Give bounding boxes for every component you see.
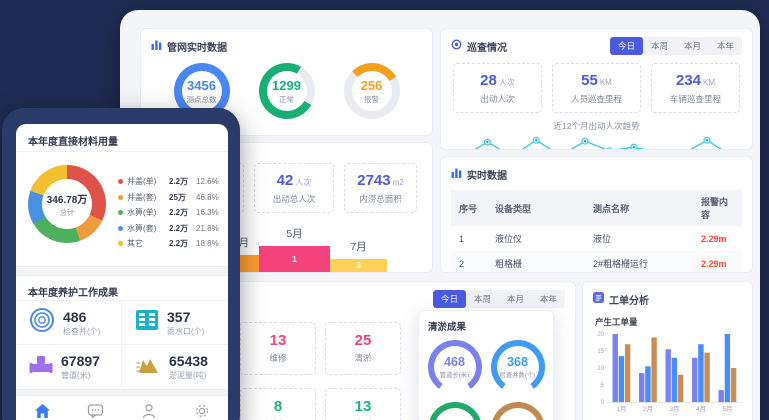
stat-box-dredge: 13 清淤 — [325, 388, 401, 420]
legend-item: 井盖(单) 2.2万 12.6% — [118, 174, 219, 190]
maintenance-results-title: 本年度养护工作成果 — [28, 288, 118, 299]
home-icon — [35, 404, 50, 418]
gauge-brown — [490, 402, 545, 420]
ring-alarm: 256 报警 — [343, 63, 400, 119]
tab-year[interactable]: 本年 — [716, 41, 734, 51]
material-donut-chart: 346.78万 总计 — [28, 165, 106, 243]
stat-box-dredge: 25 清淤 — [325, 322, 401, 375]
tab-month[interactable]: 本月 — [683, 41, 701, 51]
stat-box-vehicle-km: 234 KM 车辆巡查里程 — [651, 63, 740, 113]
user-icon — [142, 404, 155, 419]
table-header-row: 序号 设备类型 测点名称 报警内容 — [451, 190, 742, 226]
tab-today[interactable]: 今日 — [609, 37, 643, 55]
manhole-icon — [29, 307, 55, 338]
tab-week[interactable]: 本周 — [650, 41, 668, 51]
stat-box-flood-area: 2743 m2 内涝总面积 — [344, 163, 417, 213]
workorder-bar-chart: 0 5 10 15 20 1月 2月 3月 4月 5月 — [591, 330, 752, 420]
chat-icon — [87, 404, 104, 419]
ring-total-points: 3456 测点总数 — [173, 63, 230, 119]
svg-text:4月: 4月 — [696, 405, 706, 413]
svg-text:2月: 2月 — [643, 405, 653, 413]
stat-manhole: 486 检查井(个) — [16, 301, 122, 345]
alarm-value: 2.29m — [693, 251, 742, 272]
legend-dot — [118, 194, 123, 200]
nav-home[interactable] — [31, 403, 55, 420]
nav-settings[interactable] — [190, 403, 214, 420]
phone-mockup: 本年度直接材料用量 346.78万 总计 井盖(单) 2.2万 12.6% 井盖… — [2, 108, 240, 420]
legend-dot — [118, 179, 123, 185]
tab-year[interactable]: 本年 — [539, 294, 557, 304]
tab-week[interactable]: 本周 — [473, 294, 491, 304]
stat-box-total-dispatch: 42 人次 出动总人次 — [254, 163, 334, 213]
trend-title: 近12个月出动人次趋势 — [553, 121, 640, 131]
stat-silt: 65438 淤泥量(吨) — [122, 345, 228, 389]
stat-box-repair: 8 维修 — [240, 388, 316, 420]
nav-messages[interactable] — [84, 403, 108, 420]
svg-text:5: 5 — [601, 383, 605, 389]
gauge-green — [427, 402, 482, 420]
panel-realtime-table: 实时数据 序号 设备类型 测点名称 报警内容 1 液位仪 液位 2.29m — [440, 156, 753, 273]
realtime-table: 序号 设备类型 测点名称 报警内容 1 液位仪 液位 2.29m 2 粗格栅 2… — [451, 190, 742, 272]
stat-rain-inlet: 357 雨水口(个) — [122, 301, 228, 345]
podium-rank-3: 7月 3 — [330, 239, 387, 272]
stat-box-repair: 13 维修 — [240, 322, 316, 375]
tab-today[interactable]: 今日 — [432, 290, 466, 308]
legend-item: 井盖(套) 25万 46.8% — [118, 190, 219, 206]
panel-title: 管网实时数据 — [167, 42, 227, 54]
maintenance-results-grid: 486 检查井(个) 357 雨水口(个) 67897 — [16, 300, 228, 389]
legend-item: 其它 2.2万 18.8% — [118, 236, 219, 252]
workorder-icon — [593, 290, 604, 308]
stat-box-person-km: 55 KM 人员巡查里程 — [552, 63, 641, 113]
svg-text:5月: 5月 — [722, 405, 732, 413]
nav-profile[interactable] — [137, 403, 161, 420]
panel-title: 巡查情况 — [467, 42, 507, 54]
gauge-manhole-count: 368 检查井数(个) — [490, 340, 545, 394]
svg-text:1月: 1月 — [616, 405, 626, 413]
svg-text:20: 20 — [597, 332, 604, 338]
gauge-pipe-length: 468 管道长(米) — [427, 340, 482, 394]
svg-text:0: 0 — [601, 400, 605, 406]
section-divider — [16, 266, 228, 276]
section-created-label: 产生工单量 — [595, 317, 638, 327]
bar-chart-icon — [451, 165, 462, 183]
material-legend: 井盖(单) 2.2万 12.6% 井盖(套) 25万 46.8% 水箅(单) 2… — [118, 174, 219, 252]
dredge-results-popup: 清淤成果 468 管道长(米) 368 检查井数(个) — [418, 310, 554, 420]
legend-dot — [118, 225, 123, 231]
legend-item: 水箅(单) 2.2万 16.3% — [118, 205, 219, 221]
legend-dot — [118, 241, 123, 247]
stat-box-patrol-persons: 28 人次 出动人次 — [453, 63, 542, 113]
bar-chart-icon — [151, 37, 162, 55]
legend-dot — [118, 210, 123, 216]
gear-icon — [195, 404, 208, 418]
popup-title: 清淤成果 — [428, 322, 467, 333]
panel-title: 实时数据 — [467, 170, 507, 182]
material-usage-title: 本年度直接材料用量 — [16, 124, 228, 152]
patrol-icon — [451, 37, 462, 55]
table-row: 2 粗格栅 2#粗格栅运行 2.29m — [451, 251, 742, 272]
svg-text:15: 15 — [597, 349, 604, 355]
bottom-nav-bar — [16, 395, 228, 420]
month-ranking-chart: 10月 2 5月 1 7月 3 — [217, 226, 387, 272]
trend-line-chart — [441, 132, 752, 149]
svg-text:10: 10 — [597, 366, 604, 372]
silt-icon — [135, 355, 161, 380]
pipe-icon — [29, 355, 53, 380]
panel-patrol: 巡查情况 今日 本周 本月 本年 28 人次 出动人次 55 KM 人员巡查里程 2… — [440, 28, 753, 150]
phone-screen: 本年度直接材料用量 346.78万 总计 井盖(单) 2.2万 12.6% 井盖… — [16, 124, 228, 420]
podium-rank-1: 5月 1 — [259, 226, 330, 272]
patrol-tab-group: 今日 本周 本月 本年 — [609, 37, 742, 55]
ring-normal: 1299 正常 — [258, 63, 315, 119]
panel-title: 工单分析 — [609, 295, 649, 307]
maintenance-tab-group: 今日 本周 本月 本年 — [432, 290, 565, 308]
panel-network-realtime: 管网实时数据 3456 测点总数 1299 正常 256 报警 — [140, 28, 433, 136]
tab-month[interactable]: 本月 — [506, 294, 524, 304]
table-row: 1 液位仪 液位 2.29m — [451, 226, 742, 251]
rain-inlet-icon — [135, 308, 159, 337]
legend-item: 水箅(套) 2.2万 21.8% — [118, 221, 219, 237]
alarm-value: 2.29m — [701, 233, 727, 244]
section-divider — [16, 389, 228, 395]
stat-pipeline: 67897 管道(米) — [16, 345, 122, 389]
svg-text:3月: 3月 — [669, 405, 679, 413]
